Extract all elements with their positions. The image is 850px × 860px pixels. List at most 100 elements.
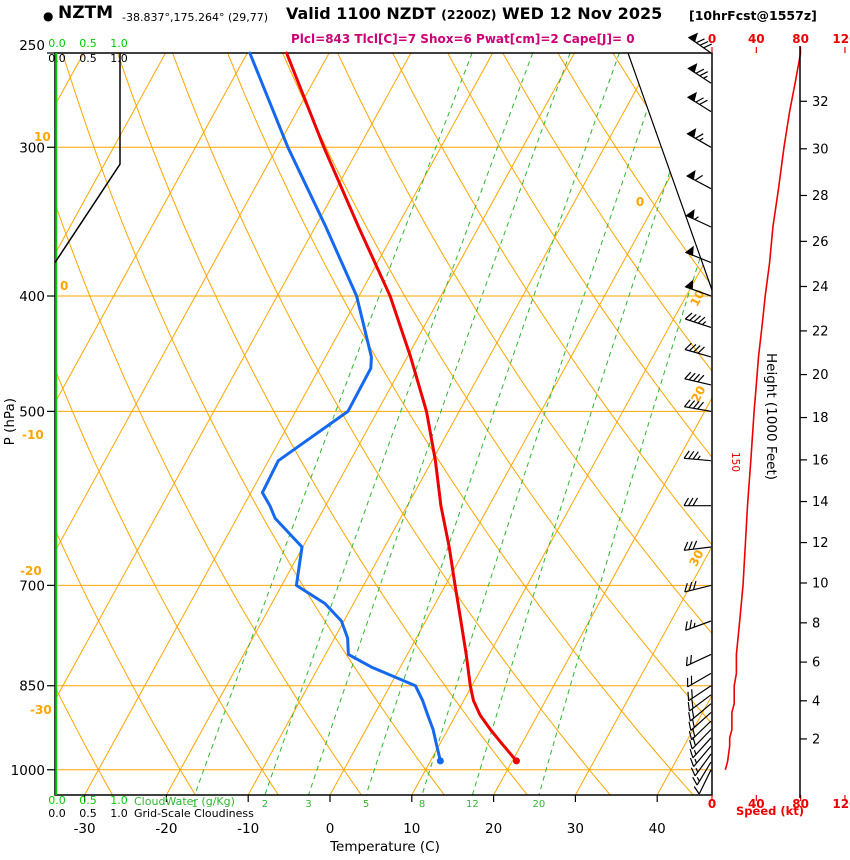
valid-time-zulu: (2200Z) <box>441 7 497 22</box>
mixing-ratio-label: 8 <box>419 799 425 810</box>
isotherm-label: -20 <box>20 564 42 578</box>
speed-curve-annotation: 150 <box>729 452 741 473</box>
plot-frame <box>47 52 713 802</box>
dry-adiabat-line <box>392 53 712 795</box>
mixing-ratio-label: 5 <box>363 799 369 810</box>
cloud-profiles <box>54 53 121 795</box>
cloudwater-scale-tick: 0.0 <box>48 37 66 50</box>
mixing-ratio-label: 2 <box>262 799 268 810</box>
wind-barb <box>684 342 712 358</box>
dry-adiabat-line <box>117 53 528 795</box>
frame-rect <box>54 52 713 796</box>
temperature-tick-label: -30 <box>74 821 96 837</box>
wind-barb <box>685 619 712 631</box>
wind-barb <box>690 753 712 777</box>
wind-barb-pennant <box>684 279 694 291</box>
cloudiness-scale-tick: 0.5 <box>79 807 97 820</box>
wind-barb <box>692 761 712 786</box>
speed-tick-label: 80 <box>792 797 809 811</box>
dry-adiabat-line <box>833 53 850 795</box>
temperature-curve <box>285 51 518 763</box>
valid-time-title: Valid 1100 NZDT (2200Z) WED 12 Nov 2025 <box>286 4 662 23</box>
wind-barb <box>683 540 712 551</box>
isotherm-line <box>55 53 248 795</box>
pressure-axis-title: P (hPa) <box>2 398 18 446</box>
height-tick-label: 24 <box>812 280 829 295</box>
wind-barb <box>688 711 712 731</box>
height-tick-label: 16 <box>812 453 829 468</box>
mixing-ratio-line <box>365 53 620 795</box>
pressure-tick-label: 1000 <box>11 763 45 779</box>
isotherm-line <box>165 53 575 795</box>
mixing-ratio-line <box>264 53 534 795</box>
pressure-tick-label: 250 <box>19 38 45 54</box>
isotherm-line <box>55 53 330 795</box>
wind-barb-pennant <box>687 32 698 43</box>
wind-barb <box>684 580 712 593</box>
valid-time-date: WED 12 Nov 2025 <box>502 4 663 23</box>
valid-time-text: Valid 1100 NZDT <box>286 4 436 23</box>
temperature-tick-label: 20 <box>485 821 502 837</box>
station-id: NZTM <box>58 3 114 23</box>
wind-barbs <box>683 32 713 795</box>
temperature-tick-label: 40 <box>649 821 666 837</box>
dry-adiabat-line <box>61 53 445 795</box>
wind-barb <box>687 672 712 688</box>
wind-barb-pennant <box>684 245 694 257</box>
dry-adiabat-line <box>502 53 712 795</box>
mixing-ratio-line <box>538 53 712 795</box>
cloudwater-scale-title: CloudWater (g/Kg) <box>134 795 235 808</box>
station-coordinates: -38.837°,175.264° (29,77) <box>122 11 269 24</box>
mixing-ratio-line <box>421 53 668 795</box>
cloudwater-scale-tick: 1.0 <box>110 794 128 807</box>
sounding-profiles <box>248 51 520 765</box>
height-tick-label: 30 <box>812 142 829 157</box>
speed-tick-label: 0 <box>708 797 716 811</box>
isotherm-label: 0 <box>60 279 68 293</box>
cloudiness-scale-tick: 1.0 <box>110 807 128 820</box>
isotherm-line <box>329 53 712 795</box>
speed-axis-title: Speed (kt) <box>736 804 805 818</box>
cloudiness-scale-tick: 0.0 <box>48 807 66 820</box>
speed-tick-label: 40 <box>748 32 765 46</box>
sounding-indices-line: Plcl=843 Tlcl[C]=7 Shox=6 Pwat[cm]=2 Cap… <box>291 32 635 46</box>
wind-barb <box>683 399 712 412</box>
frame-notch-line <box>627 52 713 291</box>
height-tick-label: 20 <box>812 368 829 383</box>
pressure-tick-label: 850 <box>19 679 45 695</box>
height-tick-label: 18 <box>812 411 829 426</box>
temperature-tick-label: 30 <box>567 821 584 837</box>
wind-barb-pennant <box>685 209 695 220</box>
cloudiness-scale-title: Grid-Scale Cloudiness <box>134 807 254 820</box>
isotherm-label: -10 <box>22 428 44 442</box>
temperature-axis-title: Temperature (C) <box>330 839 440 855</box>
isotherm-line <box>84 53 494 795</box>
surface-dewpoint-dot <box>436 757 444 765</box>
mixing-ratio-line <box>194 53 473 795</box>
speed-tick-label: 40 <box>748 797 765 811</box>
wind-barb <box>688 37 713 54</box>
dry-adiabat-line <box>55 53 196 795</box>
height-tick-label: 22 <box>812 324 829 339</box>
pressure-tick-label: 700 <box>19 578 45 594</box>
isotherm-label: 20 <box>688 383 708 404</box>
dewpoint-curve <box>248 51 442 763</box>
isotherm-label: 0 <box>636 195 644 209</box>
dry-adiabat-line <box>557 53 712 795</box>
cloudwater-scale-tick: 0.5 <box>79 794 97 807</box>
wind-barb <box>683 450 712 462</box>
isotherm-label: -30 <box>30 703 52 717</box>
wind-barb <box>687 685 712 702</box>
height-tick-label: 6 <box>812 656 820 671</box>
mixing-ratio-label: 1 <box>192 799 198 810</box>
wind-barb-pennant <box>686 169 696 181</box>
cloudiness-profile-line <box>54 53 121 264</box>
dry-adiabat-line <box>447 53 712 795</box>
wind-barb <box>684 312 712 328</box>
mixing-ratio-label: 3 <box>305 799 311 810</box>
wind-barb <box>688 703 712 722</box>
wind-barb <box>693 769 712 795</box>
wind-barb <box>687 694 712 712</box>
dry-adiabat-line <box>55 53 279 795</box>
